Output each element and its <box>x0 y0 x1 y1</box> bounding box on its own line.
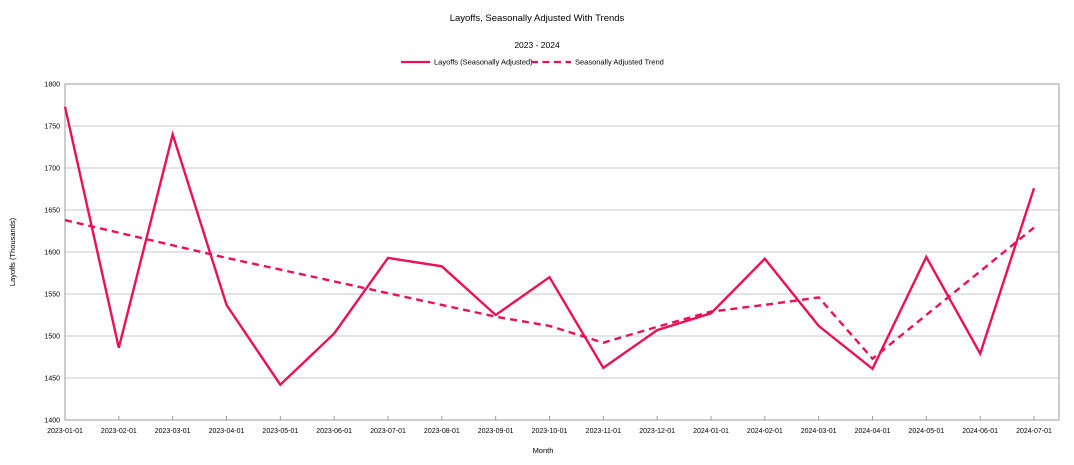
y-tick-label: 1450 <box>44 376 60 383</box>
y-tick-label: 1650 <box>44 208 60 215</box>
data-series-lines <box>63 106 1036 387</box>
x-tick-label: 2023-08-01 <box>424 428 460 435</box>
x-tick-label: 2023-04-01 <box>209 428 245 435</box>
y-axis-tick-labels: 1400 1450 1500 1550 1600 1650 1700 1750 1800 <box>44 82 60 425</box>
y-tick-label: 1500 <box>44 334 60 341</box>
y-tick-label: 1400 <box>44 418 60 425</box>
x-tick-label: 2024-07-01 <box>1016 428 1052 435</box>
x-tick-label: 2024-04-01 <box>855 428 891 435</box>
x-tick-label: 2024-01-01 <box>693 428 729 435</box>
x-tick-label: 2024-03-01 <box>801 428 837 435</box>
gridlines <box>65 125 1059 379</box>
x-axis-title: Month <box>533 446 554 455</box>
x-tick-label: 2023-01-01 <box>47 428 83 435</box>
chart-subtitle: 2023 - 2024 <box>514 40 560 50</box>
x-tick-label: 2023-05-01 <box>262 428 298 435</box>
x-tick-label: 2024-05-01 <box>908 428 944 435</box>
chart-title: Layoffs, Seasonally Adjusted With Trends <box>450 13 625 24</box>
x-tick-label: 2023-07-01 <box>370 428 406 435</box>
x-tick-label: 2023-06-01 <box>316 428 352 435</box>
x-tick-label: 2023-12-01 <box>639 428 675 435</box>
plot-border <box>64 83 1060 421</box>
layoffs-line-series <box>63 106 1036 387</box>
x-axis-tick-labels: 2023-01-01 2023-02-01 2023-03-01 2023-04-01… <box>47 428 1052 435</box>
x-axis-ticks <box>64 416 1035 420</box>
legend-label-seasonally-adjusted: Layoffs (Seasonally Adjusted) <box>434 58 533 67</box>
y-tick-label: 1550 <box>44 292 60 299</box>
y-tick-label: 1800 <box>44 82 60 89</box>
y-tick-label: 1700 <box>44 166 60 173</box>
x-tick-label: 2024-06-01 <box>962 428 998 435</box>
y-tick-label: 1600 <box>44 250 60 257</box>
x-tick-label: 2023-11-01 <box>586 428 621 435</box>
legend-label-trend: Seasonally Adjusted Trend <box>575 58 664 67</box>
trend-line-series <box>64 218 1035 361</box>
x-tick-label: 2023-10-01 <box>532 428 568 435</box>
x-tick-label: 2023-02-01 <box>101 428 137 435</box>
y-tick-label: 1750 <box>44 124 60 131</box>
y-axis-title: Layoffs (Thousands) <box>8 217 17 286</box>
x-tick-label: 2023-09-01 <box>478 428 514 435</box>
legend: Layoffs (Seasonally Adjusted) Seasonally… <box>401 58 664 67</box>
x-tick-label: 2023-03-01 <box>155 428 191 435</box>
x-tick-label: 2024-02-01 <box>747 428 783 435</box>
